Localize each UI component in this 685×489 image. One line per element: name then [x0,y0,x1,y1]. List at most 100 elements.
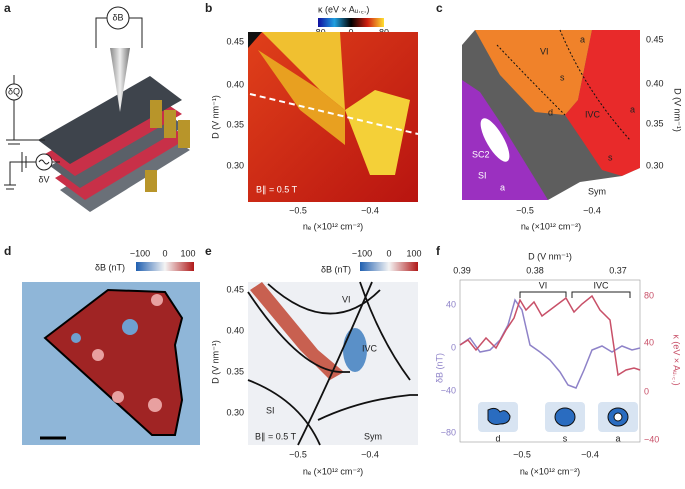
boundary [496,29,631,141]
phase-region [462,80,548,200]
top-tick-label: 0.37 [609,265,627,275]
colorbar [136,262,194,271]
left-axis-label: δB (nT) [434,353,444,383]
y-tick-label: 0.40 [226,79,244,89]
tip [110,48,130,112]
region-label: IVC [585,109,601,119]
x-axis-label: nₑ (×10¹² cm⁻²) [520,466,580,476]
inset-label: a [615,433,620,443]
annotation: B∥ = 0.5 T [255,431,297,441]
y-tick-label: 0.45 [226,36,244,46]
x-tick-label: −0.5 [513,449,531,459]
contact [150,100,162,128]
panel-letter: d [4,244,11,258]
blob [71,333,81,343]
heatmap-region [258,50,345,145]
region-label: VI [540,46,549,56]
panel-f: f D (V nm⁻¹) 0.39 0.38 0.37 VI IVC d s a… [434,244,681,476]
heatmap-region [345,90,410,175]
region-label: Sym [364,431,382,441]
annotation: B∥ = 0.5 T [256,184,298,194]
db-trace [459,298,641,389]
region-label: a [500,182,505,192]
panel-b: b κ (eV × Aᵤ.꜀.) −80 0 80 B∥ = 0.5 T 0.4… [205,1,419,231]
wire [95,17,143,48]
region-label: Sym [588,186,606,196]
heatmap-region [262,32,345,110]
x-tick-label: −0.4 [361,449,379,459]
left-tick-label: 0 [451,342,456,352]
blob [112,391,124,403]
y-tick-label: 0.40 [646,78,664,88]
blob [151,294,163,306]
phase-region [548,168,640,200]
right-tick-label: 40 [644,337,654,347]
panel-e: e δB (nT) −100 0 100 VI IVC SI Sym B∥ = … [205,244,422,476]
panel-letter: f [436,244,441,258]
circuit-label: δQ [8,86,20,96]
left-tick-label: 40 [446,299,456,309]
region-label: a [580,34,585,44]
colorbar-title: δB (nT) [321,264,351,274]
panel-a: a δB δQ δV [4,1,190,212]
phase-region [462,30,475,45]
x-tick-label: −0.4 [583,205,601,215]
region-label: a [630,104,635,114]
circuit-label: δV [38,174,49,184]
phase-label: IVC [593,280,609,290]
region-label: SC2 [472,149,490,159]
region-label: s [608,152,613,162]
x-tick-label: −0.5 [516,205,534,215]
meter [106,6,130,30]
blob [92,349,104,361]
cut-line [249,93,419,135]
y-axis-label: D (V nm⁻¹) [673,88,683,132]
region-label: d [548,107,553,117]
x-tick-label: −0.5 [289,205,307,215]
y-tick-label: 0.30 [226,407,244,417]
panel-letter: b [205,1,212,15]
x-tick-label: −0.4 [581,449,599,459]
blob [148,398,162,412]
colorbar-tick: −100 [352,248,372,258]
boundary [247,281,418,446]
region-label: s [560,72,565,82]
y-tick-label: 0.30 [226,160,244,170]
kappa-trace [459,294,641,377]
inset-label: s [563,433,568,443]
colorbar-title: κ (eV × Aᵤ.꜀.) [318,4,369,14]
x-axis-label: nₑ (×10¹² cm⁻²) [303,466,363,476]
y-tick-label: 0.30 [646,160,664,170]
colorbar-tick: −100 [130,248,150,258]
right-axis-label: κ (eV × Aᵤ.꜀.) [672,334,682,385]
fermi-surface [613,412,623,422]
field-region [250,282,344,380]
phase-bracket [519,291,631,298]
x-axis-label: nₑ (×10¹² cm⁻²) [303,221,363,231]
top-plate [38,76,182,164]
y-axis-label: D (V nm⁻¹) [210,95,220,139]
wire [4,152,60,190]
colorbar-tick: 100 [180,248,195,258]
right-tick-label: −40 [644,434,659,444]
y-tick-label: 0.35 [226,366,244,376]
colorbar-tick: 0 [386,248,391,258]
region-label: IVC [362,343,378,353]
top-tick-label: 0.39 [453,265,471,275]
colorbar-title: δB (nT) [95,262,125,272]
panel-letter: a [4,1,11,15]
field-region [343,328,367,372]
colorbar [360,262,418,271]
sample-outline [43,288,184,436]
y-tick-label: 0.40 [226,325,244,335]
phase-region [565,30,640,176]
contact [178,120,190,148]
panel-c: c VI a s d IVC a s SC2 SI a Sym 0.45 0.4… [436,1,683,231]
top-tick-label: 0.38 [526,265,544,275]
circuit-label: δB [112,12,123,22]
right-tick-label: 0 [644,386,649,396]
inset-label: d [495,433,500,443]
phase-label: VI [539,280,548,290]
blob [122,319,138,335]
contact [164,110,176,138]
